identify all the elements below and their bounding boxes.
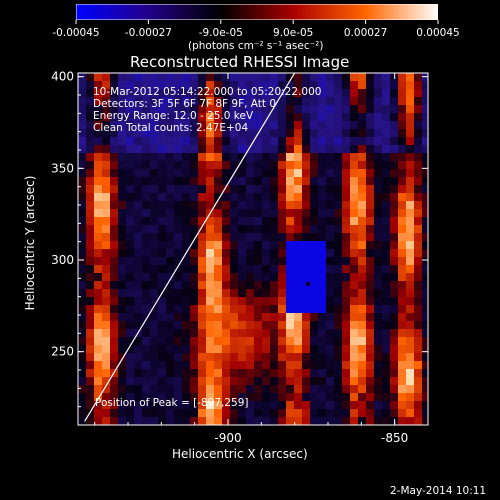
colorbar-unit-label: (photons cm⁻² s⁻¹ asec⁻²) <box>188 40 324 52</box>
solar-limb-line <box>84 72 296 422</box>
x-axis-label: Heliocentric X (arcsec) <box>172 447 308 461</box>
colorbar-tick-label: -9.0e-05 <box>199 27 243 39</box>
y-tick-label: 400 <box>51 70 74 84</box>
peak-position-label: Position of Peak = [-897,259] <box>95 397 249 409</box>
colorbar-tick-label: -0.00045 <box>52 27 99 39</box>
info-energy-range: Energy Range: 12.0 - 25.0 keV <box>93 110 254 122</box>
plot-frame <box>77 72 429 426</box>
y-tick-label: 250 <box>51 345 74 359</box>
peak-marker <box>306 281 310 286</box>
footer-date: 2-May-2014 10:11 <box>390 485 487 497</box>
y-tick-label: 300 <box>51 253 74 267</box>
y-tick-label: 350 <box>51 161 74 175</box>
x-tick-label: -900 <box>214 431 241 445</box>
info-detectors: Detectors: 3F 5F 6F 7F 8F 9F, Att 0 <box>93 98 277 110</box>
colorbar-tick-label: -0.00027 <box>125 27 172 39</box>
info-counts: Clean Total counts: 2.47E+04 <box>93 122 249 134</box>
colorbar <box>76 4 438 20</box>
y-axis-label: Heliocentric Y (arcsec) <box>23 175 37 311</box>
colorbar-axis: -0.00045 -0.00027 -9.0e-05 9.0e-05 0.00027 0.… <box>52 20 460 39</box>
colorbar-tick-label: 0.00027 <box>344 27 387 39</box>
info-time-range: 10-Mar-2012 05:14:22.000 to 05:20:22.000 <box>93 86 322 98</box>
heatmap-cells <box>78 73 428 425</box>
plot-title: Reconstructed RHESSI Image <box>130 53 350 71</box>
colorbar-tick-label: 9.0e-05 <box>273 27 313 39</box>
colorbar-tick-label: 0.00045 <box>416 27 459 39</box>
x-tick-label: -850 <box>381 431 408 445</box>
